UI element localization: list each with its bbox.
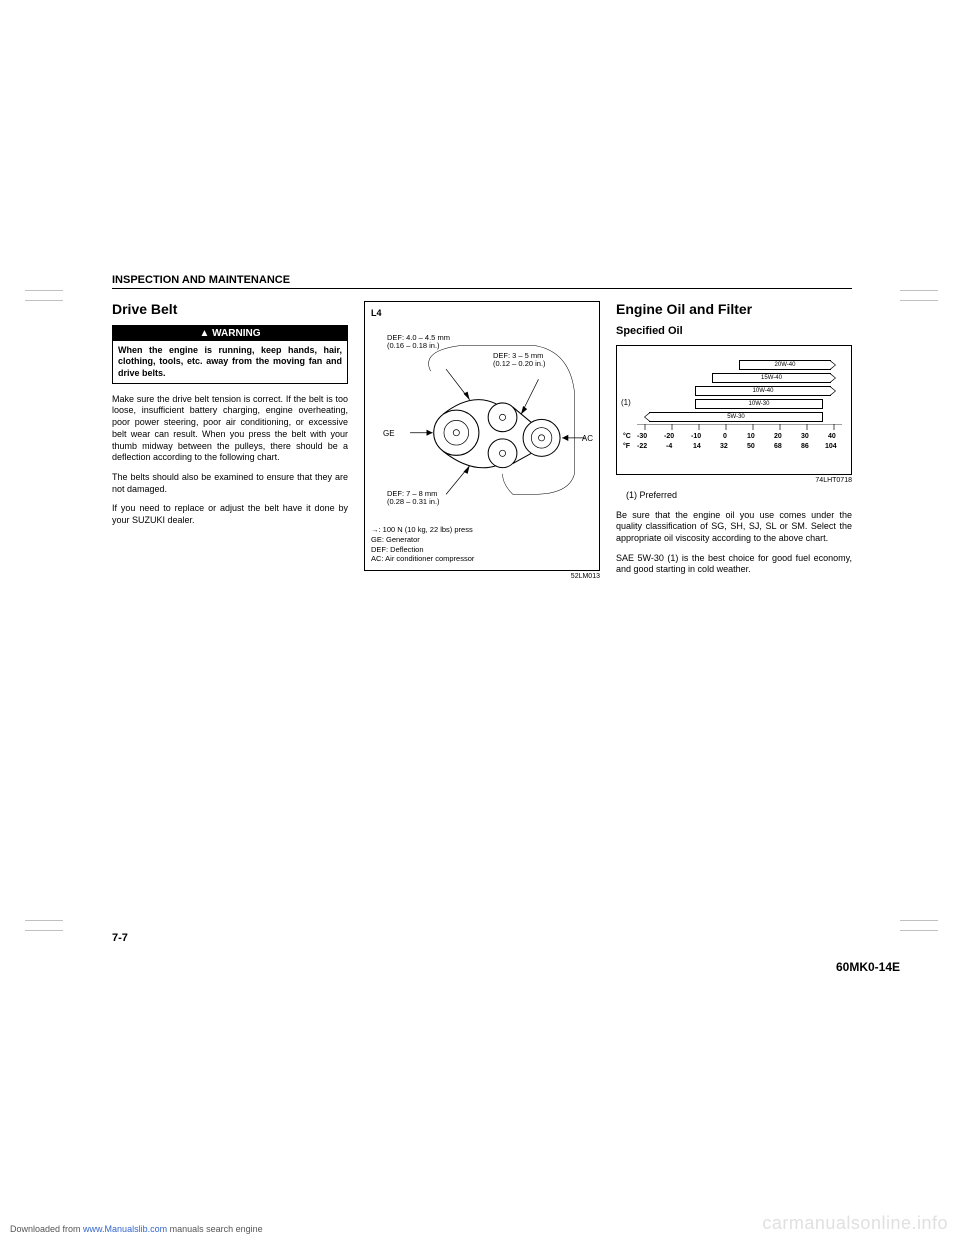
c-tick: 0	[723, 433, 727, 440]
oil-bar-5w30: 5W-30	[649, 412, 823, 422]
diagram-legend: →: 100 N (10 kg, 22 lbs) press GE: Gener…	[371, 525, 474, 564]
oil-bar-20w40: 20W-40	[739, 360, 831, 370]
def1: DEF: 4.0 – 4.5 mm (0.16 – 0.18 in.)	[387, 334, 450, 351]
belt-diagram: L4	[364, 301, 600, 571]
warning-header: WARNING	[113, 326, 347, 341]
manualslib-link[interactable]: www.Manualslib.com	[83, 1224, 167, 1234]
f-tick: -22	[637, 443, 647, 450]
footer-suffix: manuals search engine	[167, 1224, 263, 1234]
section-header: INSPECTION AND MAINTENANCE	[112, 274, 852, 286]
def1-sub: (0.16 – 0.18 in.)	[387, 342, 450, 350]
oil-bar-10w40: 10W-40	[695, 386, 831, 396]
watermark: carmanualsonline.info	[762, 1213, 948, 1234]
f-tick: 14	[693, 443, 701, 450]
crop-mark	[900, 290, 938, 291]
def2: DEF: 3 – 5 mm (0.12 – 0.20 in.)	[493, 352, 546, 369]
c-tick: -20	[664, 433, 674, 440]
oil-bar-10w30: 10W-30	[695, 399, 823, 409]
f-tick: 32	[720, 443, 728, 450]
c-tick: 10	[747, 433, 755, 440]
preferred-note: (1) Preferred	[626, 490, 852, 502]
fahrenheit-unit: °F	[623, 443, 630, 450]
axis-ticks	[617, 424, 851, 444]
warning-box: WARNING When the engine is running, keep…	[112, 325, 348, 384]
crop-mark	[900, 930, 938, 931]
footer-prefix: Downloaded from	[10, 1224, 83, 1234]
c-tick: 40	[828, 433, 836, 440]
legend-ge: GE: Generator	[371, 535, 474, 545]
oil-bar-15w40: 15W-40	[712, 373, 831, 383]
f-tick: 104	[825, 443, 837, 450]
oil-chart-caption: 74LHT0718	[616, 477, 852, 484]
crop-mark	[25, 300, 63, 301]
crop-mark	[900, 300, 938, 301]
diagram-engine-tag: L4	[371, 308, 593, 318]
oil-p2: SAE 5W-30 (1) is the best choice for goo…	[616, 553, 852, 576]
celsius-unit: °C	[623, 433, 631, 440]
def3: DEF: 7 – 8 mm (0.28 – 0.31 in.)	[387, 490, 440, 507]
warning-text: When the engine is running, keep hands, …	[113, 341, 347, 383]
f-tick: -4	[666, 443, 672, 450]
c-tick: 30	[801, 433, 809, 440]
column-left: Drive Belt WARNING When the engine is ru…	[112, 301, 348, 584]
c-tick: 20	[774, 433, 782, 440]
legend-arrow: →: 100 N (10 kg, 22 lbs) press	[371, 525, 474, 535]
column-right: Engine Oil and Filter Specified Oil (1) …	[616, 301, 852, 584]
def3-sub: (0.28 – 0.31 in.)	[387, 498, 440, 506]
header-rule	[112, 288, 852, 289]
diagram-caption: 52LM013	[364, 573, 600, 580]
page-number: 7-7	[112, 932, 128, 944]
document-code: 60MK0-14E	[836, 960, 900, 974]
download-footer: Downloaded from www.Manualslib.com manua…	[10, 1224, 263, 1234]
drive-belt-p3: If you need to replace or adjust the bel…	[112, 503, 348, 526]
legend-ac: AC: Air conditioner compressor	[371, 554, 474, 564]
crop-mark	[25, 920, 63, 921]
drive-belt-heading: Drive Belt	[112, 301, 348, 317]
f-tick: 86	[801, 443, 809, 450]
def2-sub: (0.12 – 0.20 in.)	[493, 360, 546, 368]
crop-mark	[25, 930, 63, 931]
legend-def: DEF: Deflection	[371, 545, 474, 555]
c-tick: -10	[691, 433, 701, 440]
ac-label: AC	[582, 434, 593, 443]
crop-mark	[25, 290, 63, 291]
manual-page: INSPECTION AND MAINTENANCE Drive Belt WA…	[112, 274, 852, 964]
ge-label: GE	[383, 429, 395, 438]
oil-viscosity-chart: (1) 20W-40 15W-40 10W-40 10W-30 5W-30	[616, 345, 852, 475]
drive-belt-p2: The belts should also be examined to ens…	[112, 472, 348, 495]
engine-oil-heading: Engine Oil and Filter	[616, 301, 852, 317]
crop-mark	[900, 920, 938, 921]
f-tick: 68	[774, 443, 782, 450]
drive-belt-p1: Make sure the drive belt tension is corr…	[112, 394, 348, 464]
column-middle: L4	[364, 301, 600, 584]
specified-oil-subheading: Specified Oil	[616, 325, 852, 337]
c-tick: -30	[637, 433, 647, 440]
oil-p1: Be sure that the engine oil you use come…	[616, 510, 852, 545]
preferred-marker: (1)	[621, 398, 631, 407]
content-columns: Drive Belt WARNING When the engine is ru…	[112, 301, 852, 584]
f-tick: 50	[747, 443, 755, 450]
